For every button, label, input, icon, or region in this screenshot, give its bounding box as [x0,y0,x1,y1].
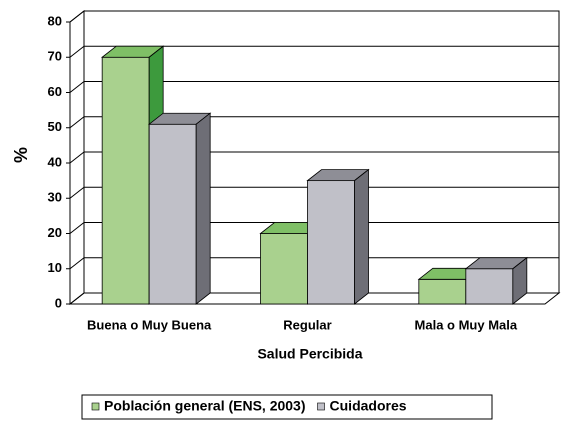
legend-box [81,394,493,420]
bar [260,233,308,305]
bar [101,56,150,305]
bar-side [354,168,369,305]
y-tick-label: 70 [48,49,62,64]
x-tick-label: Mala o Muy Mala [415,317,518,332]
legend-label: Población general (ENS, 2003) [104,398,306,414]
bar-side [195,112,211,305]
x-axis-label: Salud Percibida [257,346,362,362]
y-tick-label: 50 [48,119,62,134]
y-tick-label: 40 [48,154,62,169]
bar [148,123,197,305]
bar [418,278,467,305]
grid-line [69,186,85,199]
legend-label: Cuidadores [330,398,407,414]
y-tick-label: 20 [48,225,62,240]
grid-line [69,45,85,58]
y-tick-label: 30 [48,190,62,205]
grid-line [69,116,85,129]
x-tick-label: Regular [283,317,331,332]
y-tick-label: 80 [48,13,62,28]
x-tick-label: Buena o Muy Buena [87,317,212,332]
y-tick-label: 60 [48,84,62,99]
y-tick-label: 0 [55,295,62,310]
legend-marker [91,402,100,411]
grid-line [69,257,85,270]
grid-line [69,81,85,93]
bar [307,180,355,305]
grid-line [69,292,85,305]
grid-line [69,151,85,164]
y-axis-label: % [11,147,31,163]
y-tick-label: 10 [48,260,62,275]
grid-line [69,222,85,234]
bar-side [512,256,528,305]
bar [465,268,514,305]
legend-marker [317,402,325,411]
grid-line [69,10,85,23]
